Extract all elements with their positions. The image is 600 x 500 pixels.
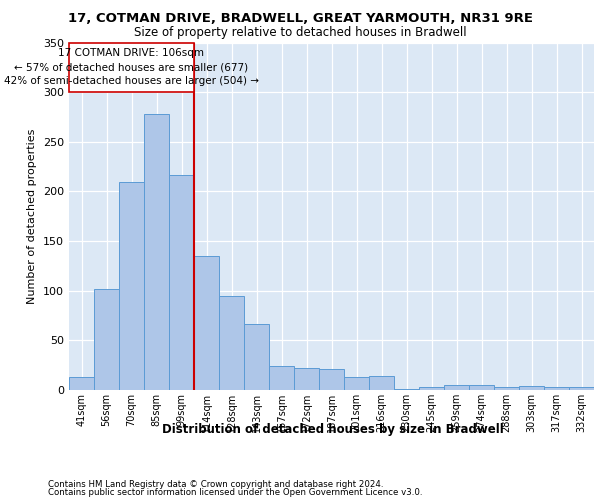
Text: Distribution of detached houses by size in Bradwell: Distribution of detached houses by size …	[162, 422, 504, 436]
Bar	[469, 385, 494, 390]
Bar	[69, 377, 94, 390]
Text: 17, COTMAN DRIVE, BRADWELL, GREAT YARMOUTH, NR31 9RE: 17, COTMAN DRIVE, BRADWELL, GREAT YARMOU…	[67, 12, 533, 26]
Bar	[269, 366, 294, 390]
Bar	[494, 387, 519, 390]
Y-axis label: Number of detached properties: Number of detached properties	[28, 128, 37, 304]
Bar	[94, 288, 119, 390]
Text: Contains public sector information licensed under the Open Government Licence v3: Contains public sector information licen…	[48, 488, 422, 497]
Bar	[194, 256, 219, 390]
Text: 42% of semi-detached houses are larger (504) →: 42% of semi-detached houses are larger (…	[4, 76, 259, 86]
Text: ← 57% of detached houses are smaller (677): ← 57% of detached houses are smaller (67…	[14, 62, 248, 72]
Bar	[419, 387, 444, 390]
Bar	[344, 377, 369, 390]
Bar	[319, 369, 344, 390]
FancyBboxPatch shape	[69, 42, 194, 92]
Bar	[394, 389, 419, 390]
Bar	[369, 376, 394, 390]
Bar	[569, 387, 594, 390]
Bar	[444, 385, 469, 390]
Bar	[244, 324, 269, 390]
Bar	[294, 368, 319, 390]
Bar	[144, 114, 169, 390]
Bar	[219, 296, 244, 390]
Text: Size of property relative to detached houses in Bradwell: Size of property relative to detached ho…	[134, 26, 466, 39]
Bar	[169, 174, 194, 390]
Bar	[519, 386, 544, 390]
Text: Contains HM Land Registry data © Crown copyright and database right 2024.: Contains HM Land Registry data © Crown c…	[48, 480, 383, 489]
Bar	[544, 387, 569, 390]
Bar	[119, 182, 144, 390]
Text: 17 COTMAN DRIVE: 106sqm: 17 COTMAN DRIVE: 106sqm	[59, 48, 205, 58]
